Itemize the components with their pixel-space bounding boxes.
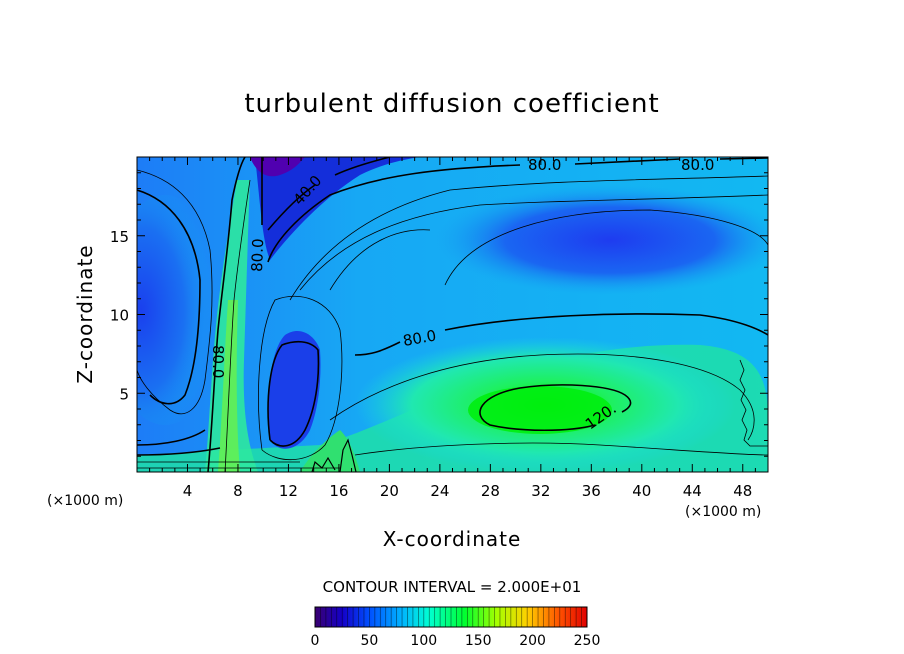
contour-thin-upper-1 (289, 175, 768, 301)
x-tick-label: 28 (481, 482, 500, 500)
colorbar-tick-label: 250 (574, 633, 601, 649)
contour-label: 80.0 (528, 156, 561, 174)
x-tick-label: 24 (430, 482, 449, 500)
contour-label: 80.0 (209, 345, 227, 378)
x-axis-unit-left: (×1000 m) (47, 493, 123, 509)
contour-left-inner (137, 189, 201, 405)
x-axis-label: X-coordinate (383, 527, 522, 551)
contour-lower-min (267, 340, 320, 447)
contour-label: 80.0 (681, 156, 714, 174)
contour-thin-middle (329, 353, 755, 441)
x-tick-label: 32 (531, 482, 550, 500)
x-tick-label: 12 (279, 482, 298, 500)
contour-lower-min-outer (258, 296, 343, 461)
colorbar: 0 50 100 150 200 250 (311, 606, 601, 649)
colorbar-tick-label: 150 (465, 633, 492, 649)
y-tick-label: 15 (110, 228, 129, 246)
contour-80-left-vertical (207, 157, 246, 472)
contour-thin-upper-2 (299, 194, 768, 291)
colorbar-stripes (320, 607, 582, 627)
contour-right-boundary (739, 359, 768, 447)
contour-thin-lower (354, 442, 768, 456)
contour-80-upper (267, 157, 768, 263)
x-tick-label: 36 (582, 482, 601, 500)
x-tick-label: 8 (233, 482, 243, 500)
y-axis-label: Z-coordinate (73, 244, 97, 383)
y-tick-label: 10 (110, 307, 129, 325)
colorbar-tick-label: 100 (410, 633, 437, 649)
chart-title: turbulent diffusion coefficient (244, 89, 659, 119)
colorbar-ticks: 0 50 100 150 200 250 (311, 633, 601, 649)
x-tick-label: 20 (380, 482, 399, 500)
x-axis: 4 8 12 16 20 24 28 32 36 40 44 48 (149, 157, 756, 500)
x-tick-label: 16 (329, 482, 348, 500)
contour-label: 80.0 (402, 326, 438, 350)
y-axis: 5 10 15 (110, 172, 768, 457)
contour-40 (261, 157, 391, 231)
x-tick-label: 40 (632, 482, 651, 500)
violet-top-region (250, 157, 305, 177)
colorbar-tick-label: 0 (311, 633, 320, 649)
contour-left-outer (137, 169, 213, 415)
x-tick-label: 48 (733, 482, 752, 500)
green-max-region (468, 386, 612, 434)
contour-interval-text: CONTOUR INTERVAL = 2.000E+01 (323, 578, 582, 596)
contour-80-middle (354, 313, 768, 356)
colorbar-tick-label: 200 (519, 633, 546, 649)
contour-thin-left-vertical (224, 179, 251, 472)
contour-120 (479, 384, 632, 432)
x-tick-label: 44 (683, 482, 702, 500)
blue-region-upper-right (435, 185, 768, 295)
dark-blue-lower-region (268, 330, 321, 449)
x-tick-label: 4 (183, 482, 193, 500)
contour-surface-line (137, 461, 340, 469)
colorbar-tick-label: 50 (360, 633, 378, 649)
blue-region-left (137, 195, 225, 425)
contour-thin-upper-3 (329, 209, 768, 291)
x-axis-unit-right: (×1000 m) (685, 504, 761, 520)
contour-left-base (137, 429, 221, 456)
contour-label: 80.0 (248, 238, 267, 272)
dark-blue-top-region (255, 157, 420, 260)
y-tick-label: 5 (119, 385, 129, 403)
contour-lines (137, 157, 768, 472)
